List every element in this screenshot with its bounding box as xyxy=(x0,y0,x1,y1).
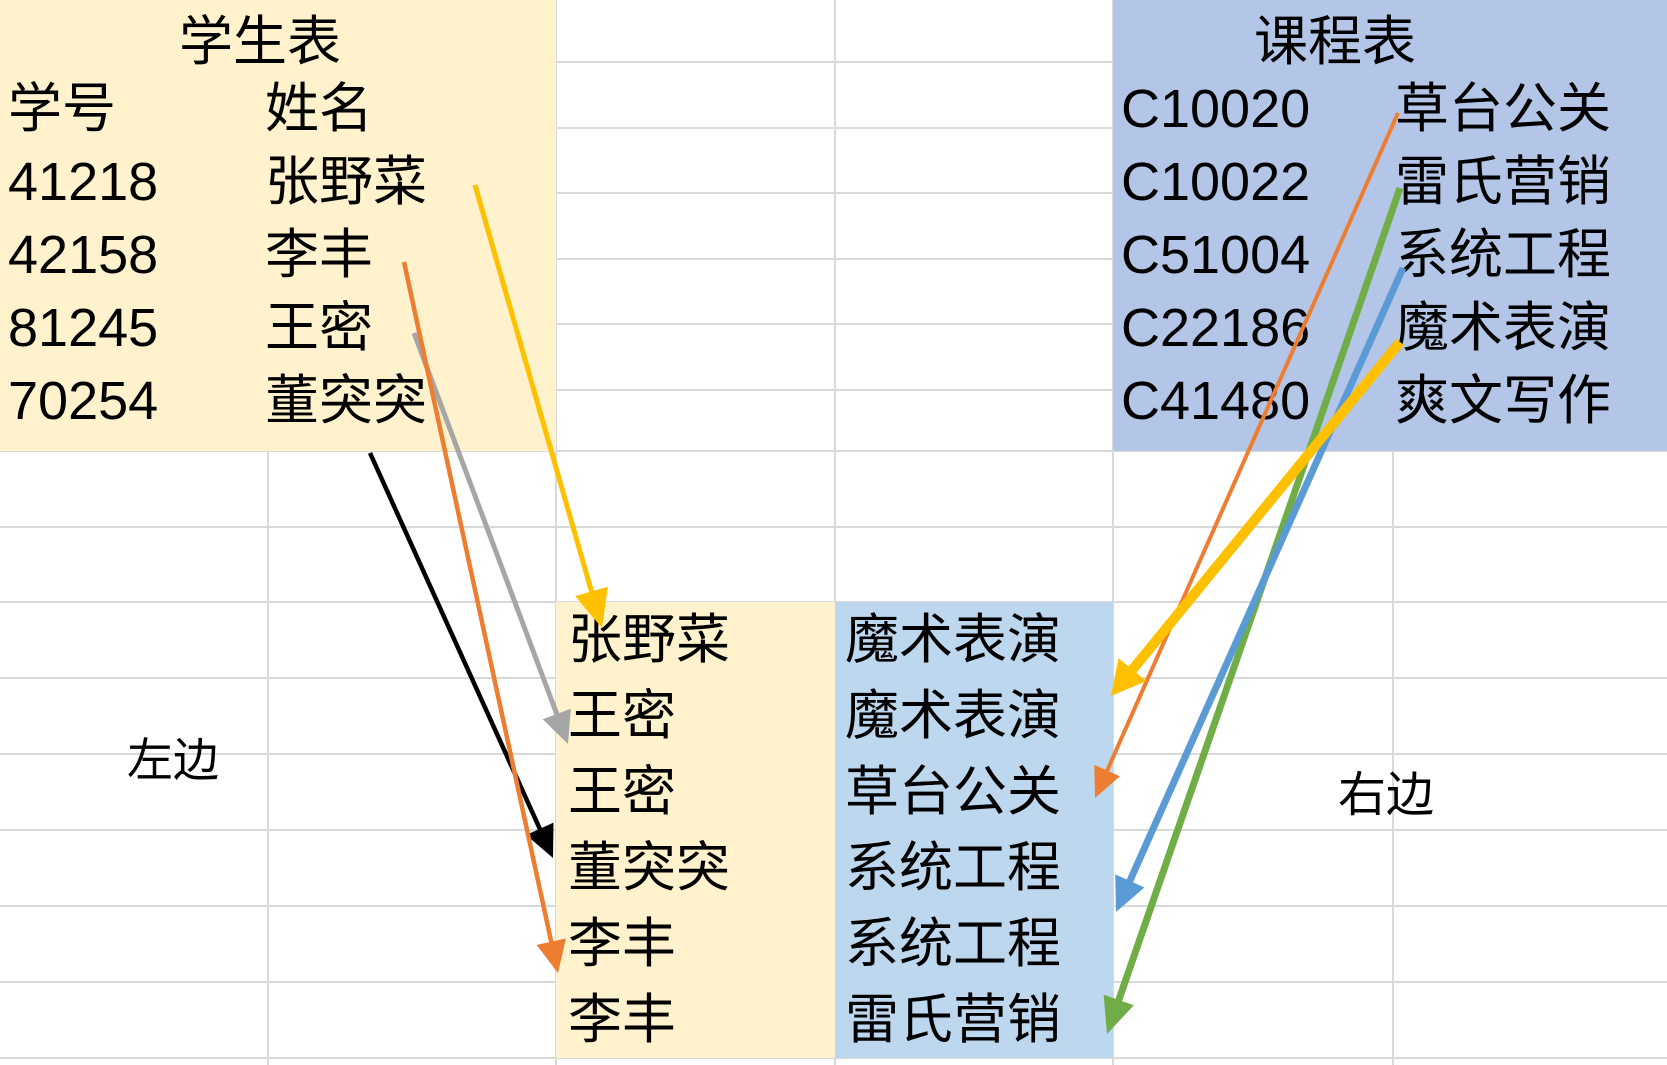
course-name-cell[interactable]: 魔术表演 xyxy=(1395,297,1611,358)
result-student-cell[interactable]: 李丰 xyxy=(568,990,676,1050)
result-course-rows: 魔术表演 魔术表演 草台公关 系统工程 系统工程 雷氏营销 xyxy=(835,602,1113,1058)
student-table: 学生表 学号 姓名 41218 张野菜 42158 李丰 81245 王密 70… xyxy=(0,0,556,451)
result-student-cell[interactable]: 王密 xyxy=(568,762,676,822)
course-table-rows: C10020 草台公关 C10022 雷氏营销 C51004 系统工程 C221… xyxy=(1113,72,1667,437)
arrow-caotai-to-result[interactable] xyxy=(1094,112,1400,798)
course-code-cell[interactable]: C22186 xyxy=(1121,297,1311,358)
course-name-cell[interactable]: 爽文写作 xyxy=(1395,370,1611,431)
student-table-rows: 41218 张野菜 42158 李丰 81245 王密 70254 董突突 xyxy=(0,145,556,437)
student-table-header: 学号 姓名 xyxy=(0,72,556,145)
course-row: C10020 草台公关 xyxy=(1113,72,1667,145)
student-name-cell[interactable]: 王密 xyxy=(265,297,373,358)
course-row: C51004 系统工程 xyxy=(1113,218,1667,291)
student-id-cell[interactable]: 42158 xyxy=(8,224,159,285)
arrow-lifeng-to-result[interactable] xyxy=(401,261,566,973)
student-row: 70254 董突突 xyxy=(0,364,556,437)
result-student-cell[interactable]: 张野菜 xyxy=(568,610,730,670)
student-table-title[interactable]: 学生表 xyxy=(179,11,341,72)
student-id-cell[interactable]: 81245 xyxy=(8,297,159,358)
student-row: 41218 张野菜 xyxy=(0,145,556,218)
result-student-cell[interactable]: 董突突 xyxy=(568,838,730,898)
result-course-cell[interactable]: 魔术表演 xyxy=(845,686,1061,746)
student-row: 81245 王密 xyxy=(0,291,556,364)
course-row: C22186 魔术表演 xyxy=(1113,291,1667,364)
result-student-cell[interactable]: 王密 xyxy=(568,686,676,746)
result-course-cell[interactable]: 魔术表演 xyxy=(845,610,1061,670)
course-code-cell[interactable]: C10022 xyxy=(1121,151,1311,212)
student-id-cell[interactable]: 70254 xyxy=(8,370,159,431)
result-course-column: 魔术表演 魔术表演 草台公关 系统工程 系统工程 雷氏营销 xyxy=(835,602,1113,1058)
arrow-zhangyecai-to-result[interactable] xyxy=(472,184,608,628)
course-row: C10022 雷氏营销 xyxy=(1113,145,1667,218)
result-student-column: 张野菜 王密 王密 董突突 李丰 李丰 xyxy=(556,602,835,1058)
student-name-header[interactable]: 姓名 xyxy=(265,78,373,139)
result-student-cell[interactable]: 李丰 xyxy=(568,914,676,974)
arrow-xitong-to-result[interactable] xyxy=(1115,266,1407,912)
arrow-wangmi-to-result[interactable] xyxy=(411,332,571,744)
student-id-header[interactable]: 学号 xyxy=(8,78,116,139)
student-name-cell[interactable]: 李丰 xyxy=(265,224,373,285)
student-name-cell[interactable]: 张野菜 xyxy=(265,151,427,212)
student-id-cell[interactable]: 41218 xyxy=(8,151,159,212)
student-row: 42158 李丰 xyxy=(0,218,556,291)
arrow-dongtutu-to-result[interactable] xyxy=(367,452,554,858)
result-course-cell[interactable]: 系统工程 xyxy=(845,838,1061,898)
course-code-cell[interactable]: C51004 xyxy=(1121,224,1311,285)
course-name-cell[interactable]: 雷氏营销 xyxy=(1395,151,1611,212)
course-name-cell[interactable]: 系统工程 xyxy=(1395,224,1611,285)
course-code-cell[interactable]: C10020 xyxy=(1121,78,1311,139)
result-student-rows: 张野菜 王密 王密 董突突 李丰 李丰 xyxy=(556,602,835,1058)
result-course-cell[interactable]: 系统工程 xyxy=(845,914,1061,974)
course-table-title[interactable]: 课程表 xyxy=(1254,11,1416,72)
result-course-cell[interactable]: 草台公关 xyxy=(845,762,1061,822)
arrow-moshu-to-result[interactable] xyxy=(1111,338,1404,696)
right-side-label[interactable]: 右边 xyxy=(1338,769,1435,822)
left-side-label[interactable]: 左边 xyxy=(127,734,219,786)
course-name-cell[interactable]: 草台公关 xyxy=(1395,78,1611,139)
student-name-cell[interactable]: 董突突 xyxy=(265,370,427,431)
result-course-cell[interactable]: 雷氏营销 xyxy=(845,990,1061,1050)
